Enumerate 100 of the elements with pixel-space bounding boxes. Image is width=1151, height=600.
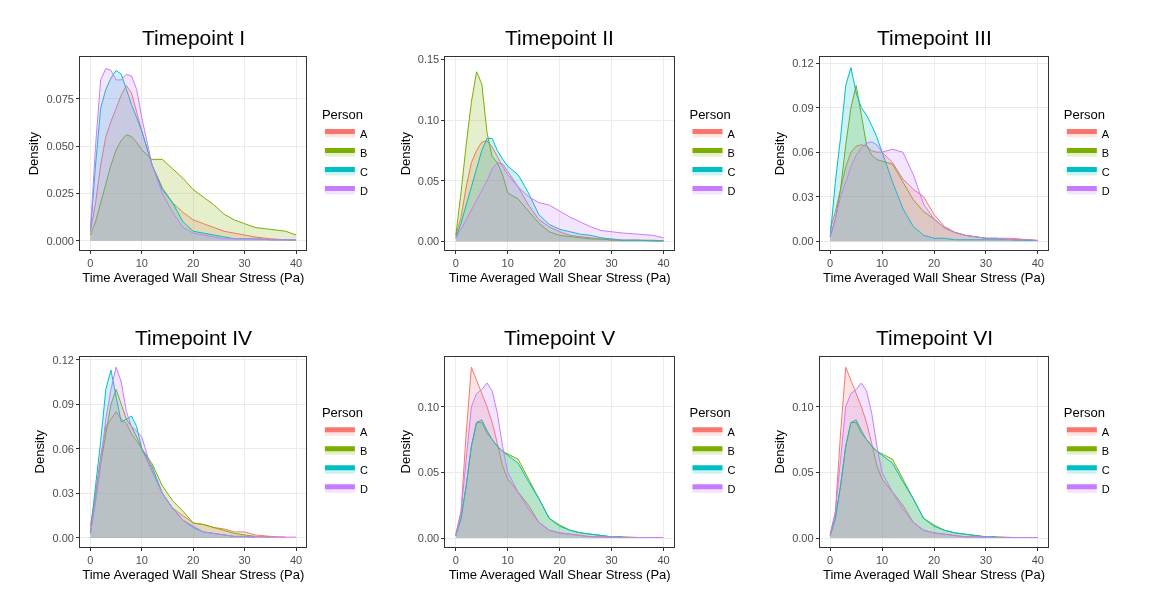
y-tick-label: 0.10: [417, 400, 440, 413]
legend-label: C: [727, 463, 736, 476]
x-tick-label: 30: [605, 257, 618, 270]
legend-label: A: [727, 425, 736, 438]
legend-label: C: [359, 463, 368, 476]
x-tick-label: 30: [979, 554, 993, 566]
legend-label: D: [1101, 184, 1110, 197]
x-tick-label: 30: [605, 554, 618, 566]
legend-label: C: [359, 165, 368, 178]
x-axis-title: Time Averaged Wall Shear Stress (Pa): [823, 566, 1046, 582]
y-tick-label: 0.025: [46, 187, 74, 200]
legend-label: B: [727, 146, 735, 159]
chart-title: Timepoint II: [505, 26, 614, 49]
x-axis-title: Time Averaged Wall Shear Stress (Pa): [823, 269, 1046, 285]
legend-label: B: [359, 146, 368, 159]
x-tick-label: 20: [553, 554, 566, 566]
x-axis-title: Time Averaged Wall Shear Stress (Pa): [448, 269, 671, 285]
y-axis-title: Density: [772, 429, 788, 474]
legend-label: D: [359, 184, 368, 197]
y-tick-label: 0.09: [792, 101, 814, 114]
y-tick-label: 0.075: [46, 92, 74, 105]
x-tick-label: 10: [135, 554, 148, 566]
legend-label: A: [727, 127, 736, 140]
x-tick-label: 30: [238, 257, 251, 270]
legend-label: C: [1101, 165, 1110, 178]
x-tick-label: 20: [187, 554, 200, 566]
legend-label: D: [727, 184, 736, 197]
legend-title: Person: [1063, 107, 1106, 123]
x-tick-label: 0: [827, 257, 834, 270]
x-tick-label: 40: [289, 554, 303, 566]
legend-title: Person: [321, 405, 364, 421]
x-tick-label: 0: [87, 257, 94, 270]
x-tick-label: 10: [501, 554, 514, 566]
y-tick-label: 0.15: [417, 53, 440, 66]
y-tick-label: 0.06: [792, 146, 814, 159]
chart-title: Timepoint I: [142, 26, 246, 49]
x-axis-title: Time Averaged Wall Shear Stress (Pa): [82, 566, 305, 582]
y-axis-title: Density: [32, 429, 48, 474]
legend-label: A: [359, 127, 368, 140]
chart-title: Timepoint V: [504, 326, 616, 349]
y-tick-label: 0.00: [417, 235, 440, 248]
x-tick-label: 10: [875, 554, 889, 566]
legend-title: Person: [689, 405, 731, 421]
legend-label: B: [359, 444, 368, 457]
y-tick-label: 0.05: [417, 174, 440, 187]
legend-label: C: [727, 165, 736, 178]
y-axis-title: Density: [397, 429, 413, 474]
legend-label: D: [1101, 482, 1110, 495]
x-tick-label: 10: [501, 257, 514, 270]
legend-title: Person: [1063, 405, 1106, 421]
legend-label: B: [1101, 444, 1110, 457]
legend-title: Person: [689, 107, 731, 123]
legend-label: D: [727, 482, 736, 495]
y-tick-label: 0.03: [52, 487, 74, 500]
x-axis-title: Time Averaged Wall Shear Stress (Pa): [448, 566, 671, 582]
y-tick-label: 0.10: [792, 400, 814, 413]
y-axis-title: Density: [26, 131, 42, 176]
x-tick-label: 0: [452, 257, 459, 270]
y-tick-label: 0.09: [52, 398, 74, 411]
legend-label: B: [727, 444, 735, 457]
x-tick-label: 40: [1031, 257, 1044, 270]
x-tick-label: 40: [657, 554, 670, 566]
x-tick-label: 10: [875, 257, 889, 270]
chart-title: Timepoint VI: [876, 326, 994, 349]
y-tick-label: 0.000: [46, 234, 74, 247]
legend-label: A: [1101, 127, 1110, 140]
x-tick-label: 0: [452, 554, 459, 566]
x-tick-label: 10: [135, 257, 148, 270]
x-tick-label: 40: [657, 257, 670, 270]
x-tick-label: 0: [87, 554, 94, 566]
x-tick-label: 40: [1031, 554, 1044, 566]
x-tick-label: 30: [238, 554, 251, 566]
x-tick-label: 20: [553, 257, 566, 270]
y-tick-label: 0.00: [52, 531, 74, 544]
y-tick-label: 0.05: [792, 466, 814, 479]
y-axis-title: Density: [772, 131, 788, 176]
chart-title: Timepoint III: [877, 26, 992, 49]
legend-label: C: [1101, 463, 1110, 476]
x-tick-label: 20: [187, 257, 200, 270]
x-axis-title: Time Averaged Wall Shear Stress (Pa): [82, 269, 305, 285]
x-tick-label: 20: [927, 554, 941, 566]
legend-label: A: [1101, 425, 1110, 438]
x-tick-label: 20: [927, 257, 941, 270]
legend-label: D: [359, 482, 368, 495]
x-tick-label: 0: [827, 554, 834, 566]
legend-label: B: [1101, 146, 1110, 159]
chart-title: Timepoint IV: [135, 326, 253, 349]
y-tick-label: 0.00: [792, 531, 814, 544]
legend-title: Person: [321, 107, 364, 123]
x-tick-label: 30: [979, 257, 993, 270]
y-tick-label: 0.050: [46, 139, 74, 152]
y-tick-label: 0.12: [792, 56, 814, 69]
y-tick-label: 0.12: [52, 353, 74, 366]
y-tick-label: 0.10: [417, 114, 440, 127]
y-tick-label: 0.05: [417, 466, 440, 479]
y-tick-label: 0.06: [52, 442, 74, 455]
y-tick-label: 0.03: [792, 190, 814, 203]
legend-label: A: [359, 425, 368, 438]
y-tick-label: 0.00: [792, 235, 814, 248]
x-tick-label: 40: [289, 257, 303, 270]
